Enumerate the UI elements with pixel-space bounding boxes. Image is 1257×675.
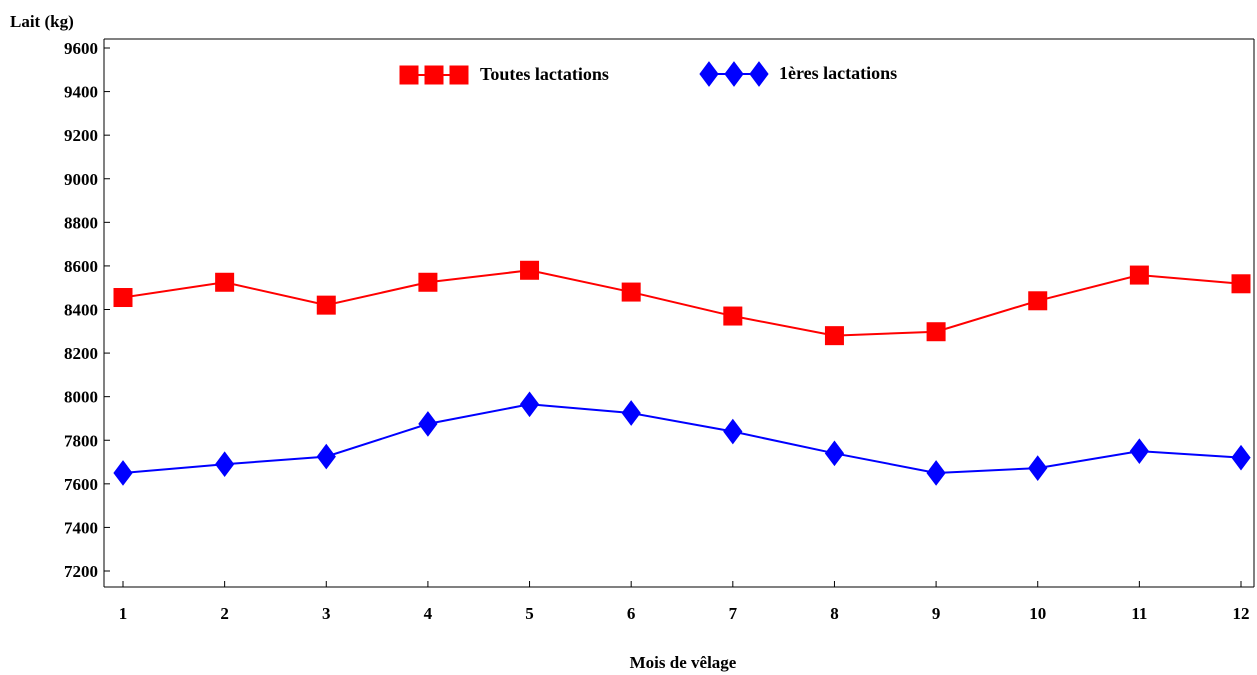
data-point (418, 411, 438, 437)
y-tick-label: 8000 (64, 388, 98, 407)
data-point (723, 418, 743, 445)
data-point (113, 288, 133, 308)
data-point (1231, 274, 1251, 294)
data-point (316, 443, 336, 470)
data-point (215, 451, 235, 478)
data-point (418, 272, 438, 292)
legend-marker (449, 65, 469, 85)
x-tick-label: 2 (220, 604, 229, 623)
data-point (824, 440, 845, 467)
y-tick-label: 7200 (64, 562, 98, 581)
x-tick-label: 5 (525, 604, 534, 623)
legend-marker (749, 61, 769, 87)
data-point (519, 391, 540, 418)
data-point (1129, 438, 1149, 464)
y-tick-label: 8600 (64, 257, 98, 276)
x-tick-label: 11 (1131, 604, 1147, 623)
y-tick-label: 8200 (64, 344, 98, 363)
y-tick-label: 8400 (64, 301, 98, 320)
data-point (215, 272, 235, 292)
x-tick-label: 1 (119, 604, 128, 623)
y-tick-label: 7600 (64, 475, 98, 494)
y-axis-label: Lait (kg) (10, 12, 74, 31)
x-tick-label: 6 (627, 604, 636, 623)
data-point (1231, 444, 1251, 471)
series-line (122, 403, 1242, 474)
data-point (113, 460, 133, 486)
legend-marker (399, 65, 419, 85)
x-tick-label: 9 (932, 604, 941, 623)
x-tick-label: 7 (729, 604, 738, 623)
legend-marker (699, 61, 719, 87)
legend-item-2: 1ères lactations (699, 61, 897, 87)
legend-marker (424, 65, 444, 85)
legend: Toutes lactations 1ères lactations (399, 61, 897, 87)
data-point (316, 295, 336, 315)
data-point (621, 400, 641, 426)
data-point (1129, 265, 1149, 285)
series-1 (113, 260, 1251, 346)
legend-label: 1ères lactations (779, 63, 897, 83)
x-tick-label: 3 (322, 604, 331, 623)
legend-item-1: Toutes lactations (399, 64, 609, 85)
series-group (113, 260, 1251, 486)
axes (103, 38, 1255, 588)
data-point (520, 260, 540, 280)
y-tick-label: 8800 (64, 213, 98, 232)
series-line (122, 269, 1242, 337)
data-point (926, 460, 946, 486)
ticks: 7200 7400 7600 7800 8000 8200 8400 8600 8800 9000… (64, 39, 1250, 623)
y-tick-label: 7800 (64, 431, 98, 450)
data-point (1028, 455, 1048, 481)
legend-marker (724, 61, 744, 87)
y-tick-label: 9600 (64, 39, 98, 58)
y-tick-label: 7400 (64, 518, 98, 537)
x-axis-label: Mois de vêlage (630, 653, 737, 672)
x-tick-label: 8 (830, 604, 839, 623)
y-tick-label: 9000 (64, 170, 98, 189)
data-point (926, 322, 946, 342)
data-point (621, 282, 641, 302)
x-tick-label: 12 (1233, 604, 1250, 623)
series-2 (113, 391, 1251, 486)
x-tick-label: 4 (424, 604, 433, 623)
data-point (824, 326, 844, 346)
data-point (723, 306, 743, 326)
legend-label: Toutes lactations (480, 64, 609, 84)
y-tick-label: 9400 (64, 83, 98, 102)
y-tick-label: 9200 (64, 126, 98, 145)
x-tick-label: 10 (1029, 604, 1046, 623)
data-point (1028, 291, 1048, 311)
